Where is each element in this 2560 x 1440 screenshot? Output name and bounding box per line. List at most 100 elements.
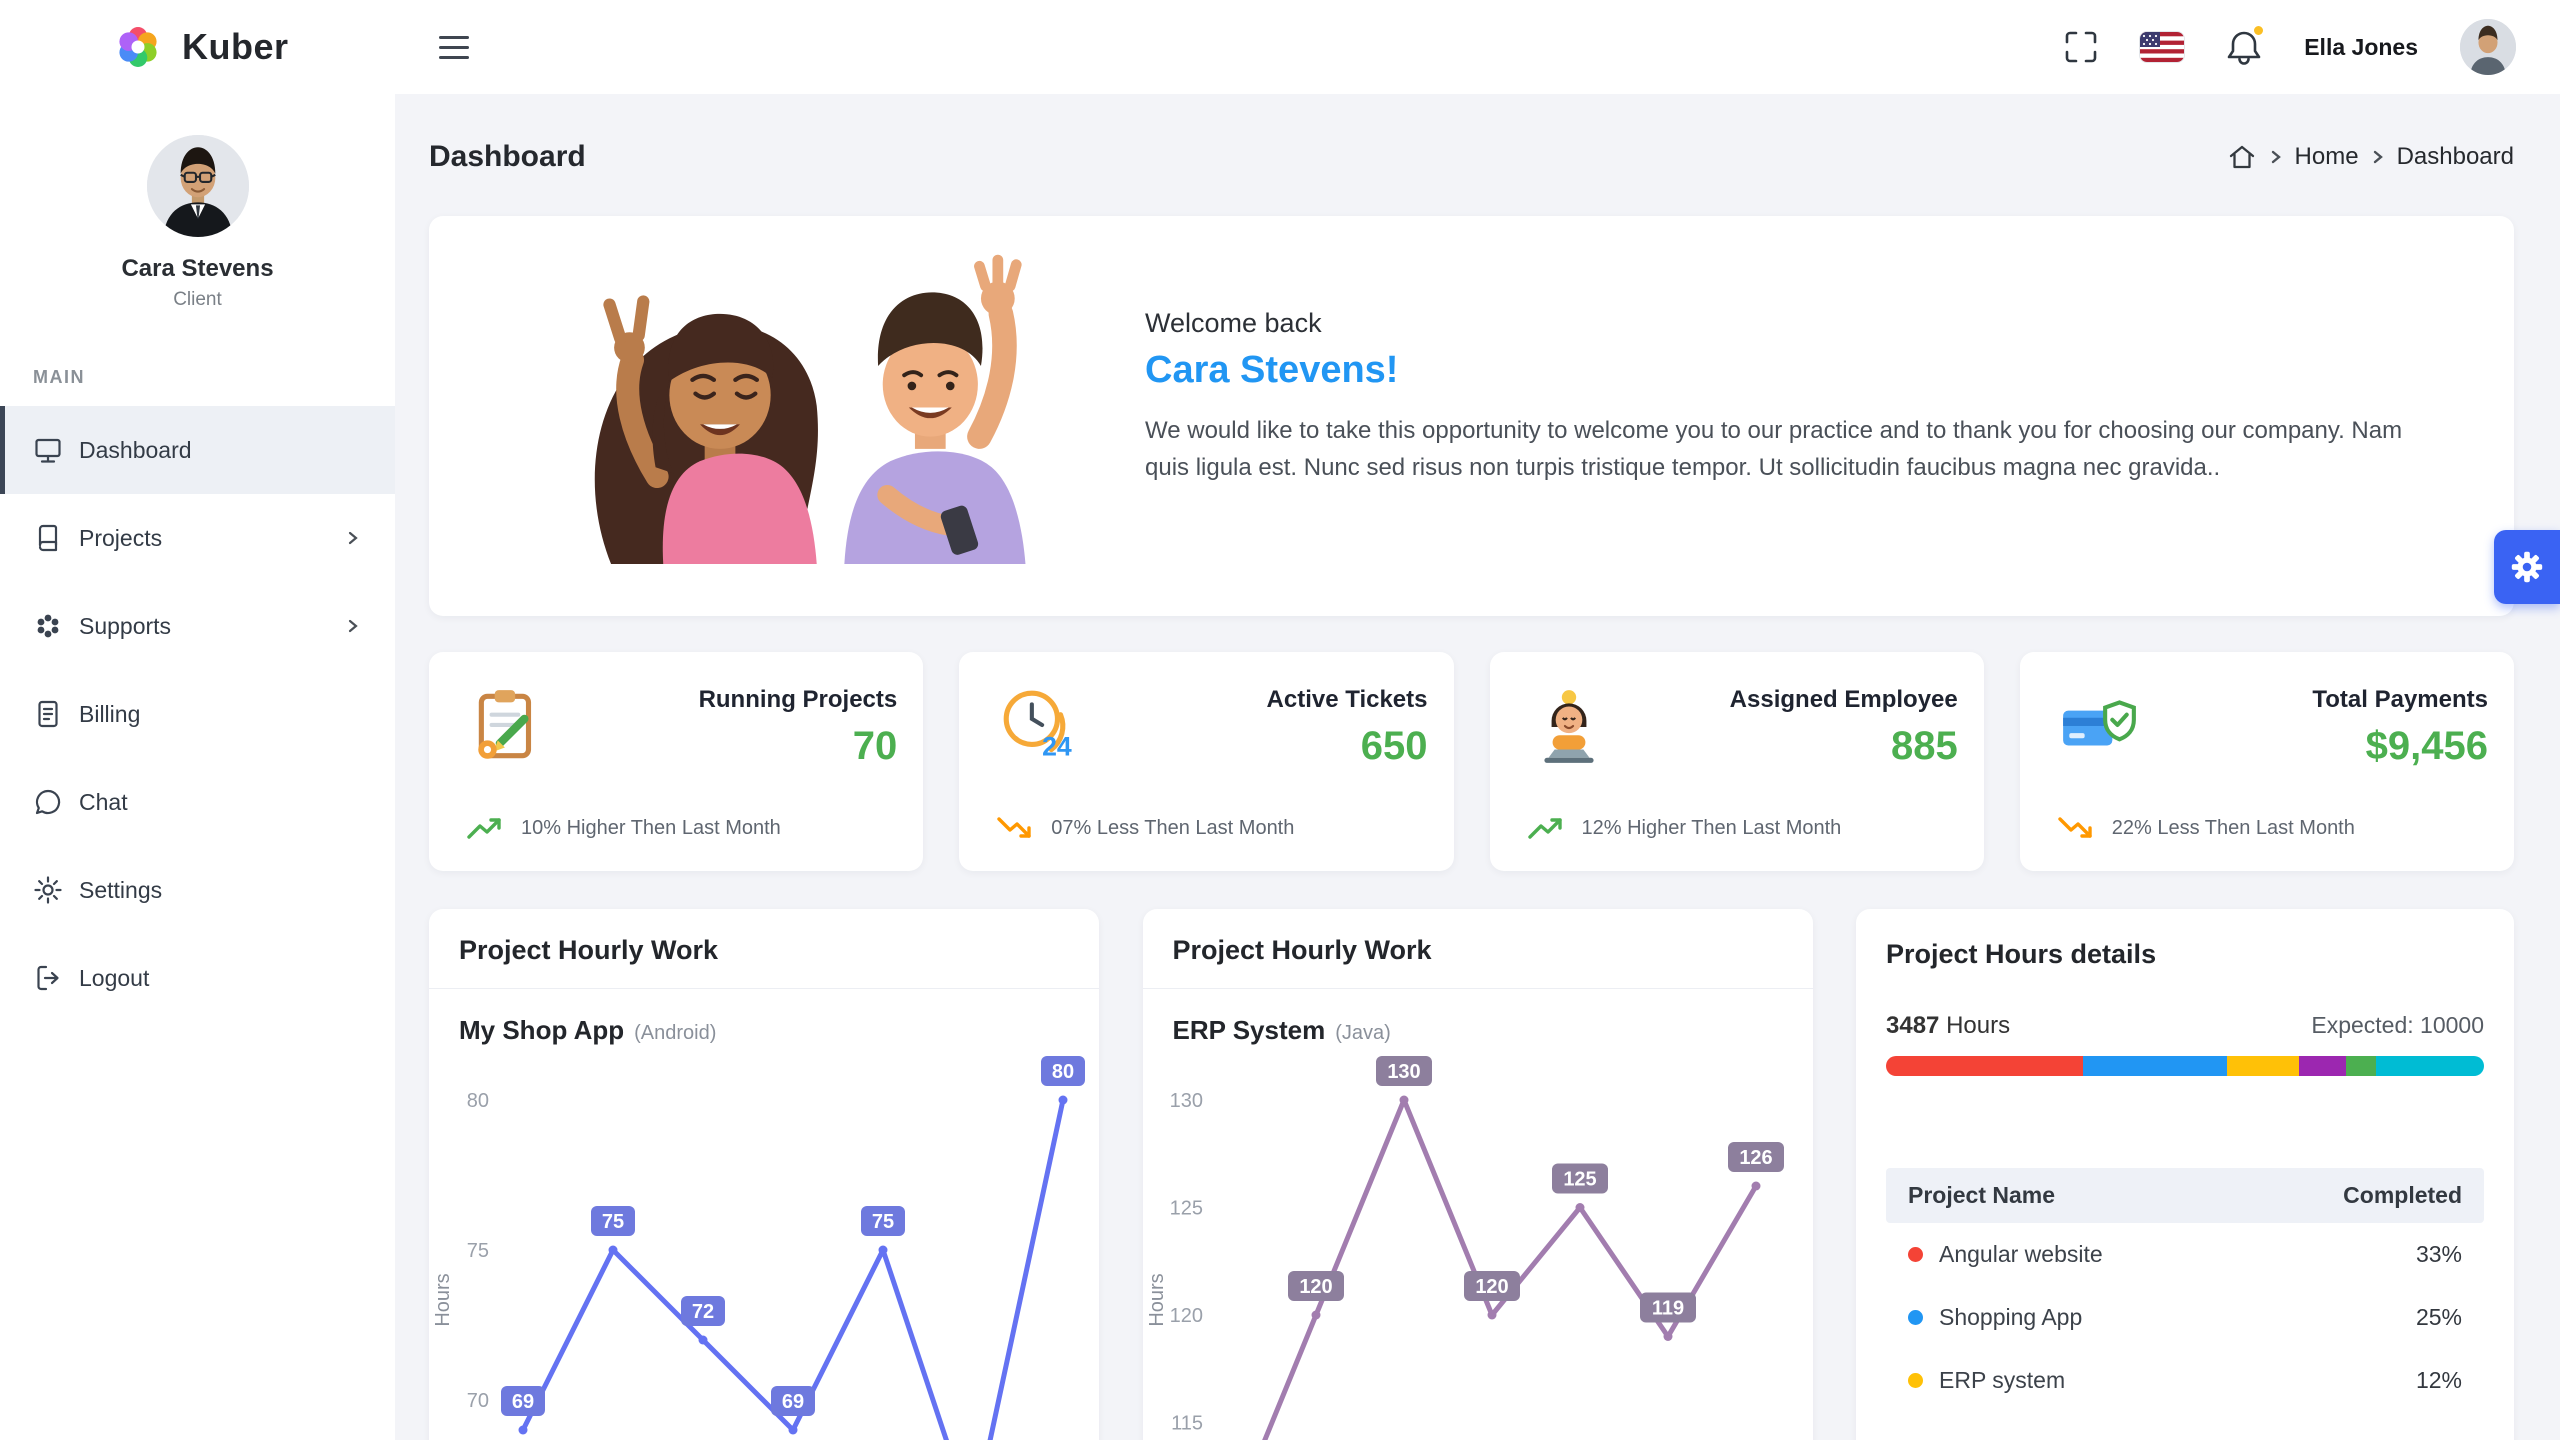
project-name: Shopping App <box>1939 1304 2083 1330</box>
bell-icon <box>2227 31 2261 65</box>
clipboard-icon <box>478 690 532 759</box>
breadcrumb-current: Dashboard <box>2396 143 2514 170</box>
stat-trend-text: 22% Less Then Last Month <box>2111 816 2355 839</box>
stat-trend: 22% Less Then Last Month <box>2058 815 2355 841</box>
hours-label: Hours <box>1946 1012 2011 1039</box>
project-name: ERP system <box>1939 1367 2066 1393</box>
svg-text:69: 69 <box>782 1391 804 1413</box>
hours-value: 3487 <box>1886 1012 1940 1039</box>
brand: Kuber <box>0 21 395 73</box>
stat-value: 70 <box>852 724 898 768</box>
sidebar-item-projects[interactable]: Projects <box>0 494 395 582</box>
fullscreen-icon <box>2065 31 2097 63</box>
trend-down-icon <box>997 817 1031 838</box>
welcome-user-name: Cara Stevens! <box>1145 349 1399 391</box>
payment-shield-icon <box>2062 700 2136 746</box>
sidebar-profile: Cara Stevens Client <box>0 94 395 311</box>
flower-icon <box>33 611 63 641</box>
page-header: Dashboard Home Dashboard <box>395 94 2560 174</box>
profile-photo[interactable] <box>146 135 249 237</box>
sidebar-item-label: Supports <box>79 612 172 639</box>
svg-text:69: 69 <box>512 1391 534 1413</box>
table-row[interactable]: Angular website 33% <box>1886 1223 2484 1286</box>
line-chart-erp-system[interactable]: Hours 130 125 120 115 120 130 120 125 119 126 <box>1143 1050 1813 1440</box>
sidebar-item-settings[interactable]: Settings <box>0 846 395 934</box>
svg-text:75: 75 <box>467 1240 489 1262</box>
profile-name: Cara Stevens <box>121 255 274 282</box>
status-dot <box>1908 1247 1923 1262</box>
svg-text:115: 115 <box>1171 1413 1203 1435</box>
chart-series-name: My Shop App <box>459 1015 625 1045</box>
stat-value: $9,456 <box>2365 724 2488 768</box>
settings-fab-button[interactable] <box>2494 530 2560 604</box>
svg-text:125: 125 <box>1169 1198 1202 1220</box>
home-icon <box>2229 145 2254 169</box>
stat-title: Assigned Employee <box>1729 686 1958 713</box>
invoice-icon <box>33 699 63 729</box>
svg-text:Hours: Hours <box>1146 1273 1168 1326</box>
topbar: Kuber <box>0 0 2560 94</box>
stat-trend-text: 10% Higher Then Last Month <box>521 816 781 839</box>
status-dot <box>1908 1373 1923 1388</box>
progress-segment <box>2376 1056 2484 1076</box>
svg-text:130: 130 <box>1387 1061 1420 1083</box>
sidebar-item-label: Logout <box>79 964 150 991</box>
sidebar-item-label: Projects <box>79 524 163 551</box>
hours-table-header: Project Name Completed <box>1886 1168 2484 1223</box>
progress-segment <box>2226 1056 2299 1076</box>
sidebar-item-logout[interactable]: Logout <box>0 934 395 1022</box>
book-icon <box>33 523 63 553</box>
language-selector[interactable] <box>2140 32 2185 62</box>
welcome-card: Welcome back Cara Stevens! We would like… <box>429 216 2514 616</box>
project-completed: 12% <box>2415 1367 2462 1393</box>
welcome-illustration <box>594 254 1026 564</box>
stat-trend: 07% Less Then Last Month <box>997 815 1294 841</box>
chevron-right-icon <box>345 530 361 546</box>
topbar-user-name: Ella Jones <box>2304 33 2418 60</box>
progress-segment <box>1886 1056 2084 1076</box>
progress-segment <box>2346 1056 2377 1076</box>
kuber-logo-icon <box>119 27 157 67</box>
stat-trend-text: 07% Less Then Last Month <box>1051 816 1295 839</box>
sidebar-item-billing[interactable]: Billing <box>0 670 395 758</box>
stat-trend: 12% Higher Then Last Month <box>1527 815 1841 841</box>
fullscreen-button[interactable] <box>2064 30 2098 64</box>
chart-card-my-shop-app: Project Hourly Work My Shop App (Android… <box>429 909 1099 1440</box>
svg-text:126: 126 <box>1739 1147 1772 1169</box>
stat-title: Active Tickets <box>1266 686 1428 713</box>
welcome-message: We would like to take this opportunity t… <box>1145 417 2403 482</box>
project-name: Angular website <box>1939 1241 2103 1267</box>
project-hours-card: Project Hours details 3487 Hours Expecte… <box>1856 909 2514 1440</box>
trend-up-icon <box>467 818 501 839</box>
chart-subtitle: ERP System (Java) <box>1143 989 1813 1050</box>
svg-text:120: 120 <box>1475 1276 1508 1298</box>
svg-text:Hours: Hours <box>432 1273 454 1326</box>
chevron-right-icon <box>345 618 361 634</box>
menu-toggle-button[interactable] <box>439 29 481 65</box>
sidebar-item-chat[interactable]: Chat <box>0 758 395 846</box>
table-row[interactable]: Shopping App 25% <box>1886 1286 2484 1349</box>
logout-icon <box>33 963 63 993</box>
welcome-text: Welcome back Cara Stevens! We would like… <box>1145 216 2514 616</box>
user-avatar[interactable] <box>2460 19 2516 75</box>
gear-icon <box>2511 551 2543 583</box>
line-chart-my-shop-app[interactable]: Hours 80 75 70 69 75 72 69 75 80 <box>429 1050 1099 1440</box>
breadcrumb-home[interactable]: Home <box>2294 143 2359 170</box>
chart-subtitle: My Shop App (Android) <box>429 989 1099 1050</box>
gear-icon <box>33 875 63 905</box>
status-dot <box>1908 1310 1923 1325</box>
employee-icon <box>1543 690 1594 763</box>
hours-progress <box>1886 1056 2484 1076</box>
table-row[interactable]: ERP system 12% <box>1886 1349 2484 1412</box>
stat-trend: 10% Higher Then Last Month <box>467 815 781 841</box>
svg-text:80: 80 <box>467 1090 489 1112</box>
sidebar-item-dashboard[interactable]: Dashboard <box>0 406 395 494</box>
sidebar-item-supports[interactable]: Supports <box>0 582 395 670</box>
charts-row: Project Hourly Work My Shop App (Android… <box>429 909 2514 1440</box>
page-title: Dashboard <box>429 140 586 173</box>
chevron-separator-icon <box>2371 149 2385 165</box>
notifications-button[interactable] <box>2226 24 2266 66</box>
chart-card-header: Project Hourly Work <box>429 909 1099 989</box>
notification-dot <box>2252 24 2266 37</box>
svg-text:120: 120 <box>1299 1276 1332 1298</box>
